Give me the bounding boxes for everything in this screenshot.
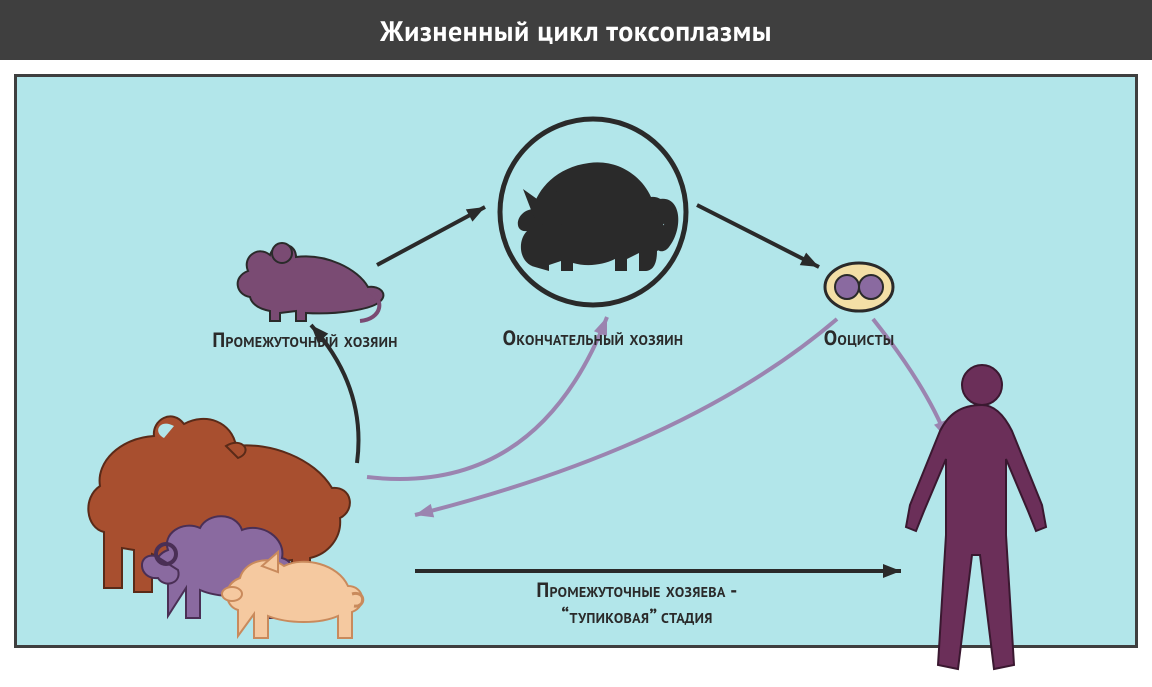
label-deadend-line1: Промежуточные хозяева - xyxy=(536,577,737,603)
diagram-title: Жизненный цикл токсоплазмы xyxy=(380,12,772,49)
human-node xyxy=(892,357,1072,687)
label-deadend-hosts: Промежуточные хозяева - “тупиковая” стад… xyxy=(457,577,817,629)
cat-node xyxy=(488,107,698,317)
diagram-title-bar: Жизненный цикл токсоплазмы xyxy=(0,0,1152,60)
oocyst-node xyxy=(819,257,899,317)
label-deadend-line2: “тупиковая” стадия xyxy=(561,603,712,629)
mouse-node xyxy=(220,227,390,337)
label-definitive-host: Окончательный хозяин xyxy=(443,325,743,351)
diagram-canvas: Промежуточный хозяин Окончательный хозяи… xyxy=(14,74,1138,648)
diagram-stage-outer: Промежуточный хозяин Окончательный хозяи… xyxy=(0,60,1152,648)
label-oocysts: Ооцисты xyxy=(779,325,939,351)
livestock-node xyxy=(52,402,412,662)
label-intermediate-host: Промежуточный хозяин xyxy=(155,327,455,353)
